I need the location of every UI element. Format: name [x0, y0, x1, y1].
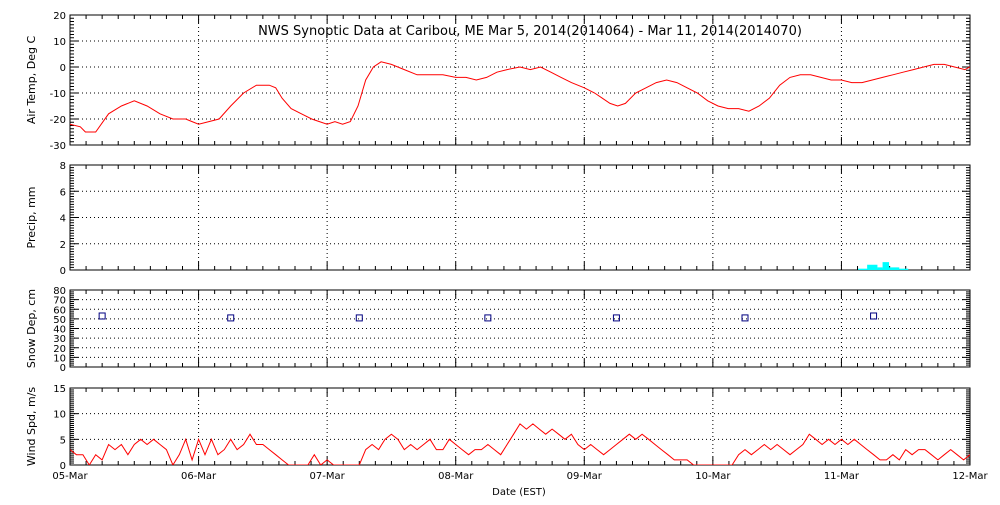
x-axis-label: Date (EST) [492, 487, 546, 498]
chart-title: NWS Synoptic Data at Caribou, ME Mar 5, … [258, 24, 802, 39]
air-temp-ytick-label: -20 [50, 115, 66, 126]
wind-speed-series-line [70, 423, 970, 465]
snow-depth-ytick-label: 50 [53, 315, 66, 326]
panel-air-temp: -30 -20 -10 0 10 20 Air Temp, Deg C [25, 11, 971, 152]
air-temp-ytick-label: 20 [53, 11, 66, 22]
wind-speed-ytick-label: 5 [60, 435, 66, 446]
precip-ylabel: Precip, mm [25, 187, 38, 249]
precip-bar [877, 267, 883, 270]
snow-depth-point [355, 314, 363, 322]
snow-depth-ytick-label: 0 [60, 363, 66, 374]
x-tick-label: 07-Mar [310, 471, 346, 482]
x-tick-label: 05-Mar [52, 471, 88, 482]
precip-ytick-label: 4 [60, 214, 66, 225]
air-temp-ylabel: Air Temp, Deg C [25, 36, 38, 125]
precip-ytick-label: 0 [60, 266, 66, 277]
x-tick-label: 08-Mar [438, 471, 474, 482]
x-tick-labels: 05-Mar 06-Mar 07-Mar 08-Mar 09-Mar 10-Mar 11-M… [52, 471, 988, 482]
snow-depth-ytick-label: 10 [53, 353, 66, 364]
air-temp-ytick-label: 10 [53, 37, 66, 48]
air-temp-ytick-label: -10 [50, 89, 66, 100]
snow-depth-point [98, 312, 106, 320]
snow-depth-ytick-label: 30 [53, 334, 66, 345]
snow-depth-point [612, 314, 620, 322]
precip-ytick-label: 2 [60, 240, 66, 251]
snow-depth-point [741, 314, 749, 322]
wind-speed-ytick-label: 10 [53, 410, 66, 421]
wind-speed-ylabel: Wind Spd, m/s [25, 387, 38, 467]
snow-depth-ylabel: Snow Dep, cm [25, 289, 38, 368]
snow-depth-ytick-label: 70 [53, 296, 66, 307]
wind-speed-ytick-label: 15 [53, 384, 66, 395]
air-temp-series-line [70, 61, 970, 133]
x-tick-label: 06-Mar [181, 471, 217, 482]
air-temp-ytick-label: 0 [60, 63, 66, 74]
x-tick-label: 12-Mar [952, 471, 988, 482]
snow-depth-ytick-label: 80 [53, 286, 66, 297]
wind-speed-ytick-label: 0 [60, 461, 66, 472]
x-tick-label: 11-Mar [824, 471, 860, 482]
panel-wind-speed: 0 5 10 15 Wind Spd, m/s [25, 384, 971, 472]
snow-depth-point [870, 312, 878, 320]
precip-ytick-label: 8 [60, 161, 66, 172]
precip-bar [867, 264, 878, 270]
precip-bar [882, 262, 889, 270]
snow-depth-ytick-label: 60 [53, 305, 66, 316]
x-tick-label: 09-Mar [567, 471, 603, 482]
air-temp-ytick-label: -30 [50, 141, 66, 152]
snow-depth-ytick-label: 40 [53, 325, 66, 336]
panel-precip: 0 2 4 6 8 Precip, mm [25, 161, 971, 277]
precip-bar [858, 268, 868, 270]
snow-depth-point [484, 314, 492, 322]
x-tick-label: 10-Mar [695, 471, 731, 482]
snow-depth-point [227, 314, 235, 322]
precip-ytick-label: 6 [60, 187, 66, 198]
precip-bar [899, 268, 909, 270]
snow-depth-ytick-label: 20 [53, 344, 66, 355]
precip-bar [889, 267, 900, 270]
